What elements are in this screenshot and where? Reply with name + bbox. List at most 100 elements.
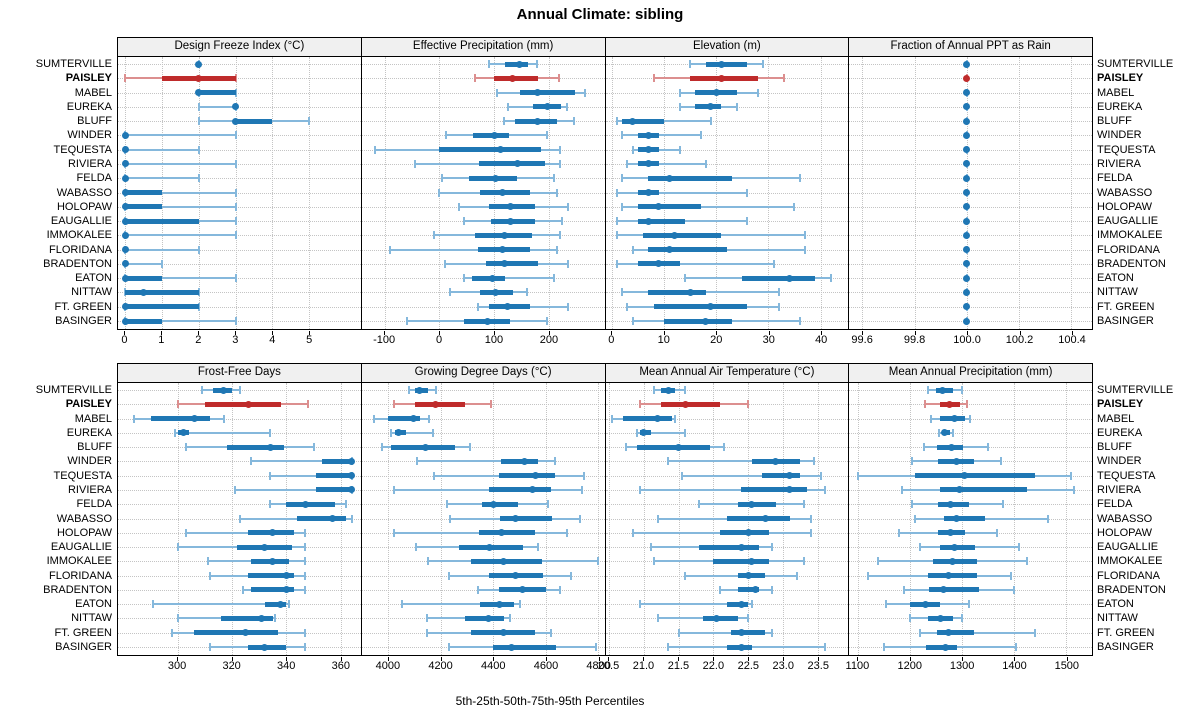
axis-tick-label: 1300 xyxy=(949,660,975,672)
median-dot xyxy=(282,586,290,594)
axis-tick-label: 23.0 xyxy=(772,660,794,672)
iqr-bar xyxy=(464,615,504,621)
iqr-bar xyxy=(762,473,801,479)
whisker-cap xyxy=(938,428,941,437)
median-dot xyxy=(707,103,715,111)
axis-tick-mark xyxy=(909,657,911,661)
whisker-cap xyxy=(1002,500,1005,509)
whisker-cap xyxy=(234,188,237,197)
whisker-cap xyxy=(553,274,556,283)
axis-tick-mark xyxy=(1072,331,1073,335)
iqr-bar xyxy=(388,416,420,422)
whisker-cap xyxy=(699,131,702,140)
axis-tick-label: 100.0 xyxy=(953,334,981,346)
whisker-cap xyxy=(553,174,556,183)
row-label-left: IMMOKALEE xyxy=(46,229,112,242)
median-dot xyxy=(531,472,539,480)
whisker-cap xyxy=(566,302,569,311)
whisker-cap xyxy=(698,500,701,509)
panel-plot-row xyxy=(117,383,1093,656)
iqr-bar xyxy=(499,516,553,521)
median-dot xyxy=(348,457,356,465)
axis-tick-label: 340 xyxy=(277,660,296,672)
whisker-cap xyxy=(922,443,925,452)
whisker-cap xyxy=(434,386,437,394)
axis-tick-mark xyxy=(643,657,645,661)
whisker-cap xyxy=(813,457,816,466)
axis-tick-label: 4200 xyxy=(428,660,453,672)
median-dot xyxy=(232,103,240,111)
whisker-cap xyxy=(803,245,806,254)
whisker-cap xyxy=(632,528,635,537)
whisker-cap xyxy=(133,414,136,423)
median-dot xyxy=(963,74,971,82)
whisker-range xyxy=(175,431,271,434)
whisker-cap xyxy=(566,202,569,211)
whisker-cap xyxy=(405,317,408,325)
whisker-cap xyxy=(615,259,618,268)
panel xyxy=(360,383,605,655)
whisker-cap xyxy=(274,614,277,623)
whisker-cap xyxy=(960,386,963,394)
whisker-cap xyxy=(473,74,476,83)
axis-tick-mark xyxy=(161,331,163,335)
whisker-range xyxy=(682,474,822,477)
whisker-range xyxy=(125,177,199,180)
median-dot xyxy=(737,543,745,551)
grid-line-horizontal xyxy=(361,432,605,434)
whisker-cap xyxy=(798,317,801,325)
median-dot xyxy=(686,288,694,296)
row-label-left: EUREKA xyxy=(66,100,112,113)
median-dot xyxy=(421,443,429,451)
axis-tick-label: 1 xyxy=(158,334,165,346)
whisker-cap xyxy=(518,600,521,609)
grid-line-horizontal xyxy=(849,249,1092,251)
row-label-right: TEQUESTA xyxy=(1097,469,1156,482)
whisker-cap xyxy=(184,528,187,537)
whisker-cap xyxy=(197,117,200,126)
whisker-cap xyxy=(969,414,972,423)
whisker-cap xyxy=(820,471,823,480)
whisker-cap xyxy=(919,543,922,552)
row-label-right: WINDER xyxy=(1097,455,1142,468)
whisker-cap xyxy=(581,485,584,494)
axis-tick-mark xyxy=(1014,657,1016,661)
grid-line-horizontal xyxy=(849,178,1092,180)
median-dot xyxy=(654,415,662,423)
whisker-cap xyxy=(926,386,929,394)
whisker-cap xyxy=(447,643,450,651)
median-dot xyxy=(953,515,961,522)
whisker-cap xyxy=(502,117,505,126)
median-dot xyxy=(348,472,356,480)
row-label-left: BRADENTON xyxy=(43,583,112,596)
grid-line-horizontal xyxy=(605,121,849,123)
median-dot xyxy=(329,515,336,522)
row-label-right: EATON xyxy=(1097,272,1134,285)
median-dot xyxy=(665,174,673,182)
whisker-range xyxy=(668,460,815,463)
whisker-cap xyxy=(269,500,272,509)
row-label-right: RIVIERA xyxy=(1097,157,1142,170)
whisker-cap xyxy=(582,471,585,480)
whisker-cap xyxy=(525,288,528,297)
whisker-range xyxy=(920,631,1035,634)
whisker-cap xyxy=(392,528,395,537)
median-dot xyxy=(506,203,514,211)
whisker-cap xyxy=(444,131,447,140)
iqr-bar xyxy=(485,261,538,267)
median-dot xyxy=(179,429,187,437)
row-label-left: WINDER xyxy=(67,455,112,468)
whisker-cap xyxy=(425,614,428,623)
row-label-left: IMMOKALEE xyxy=(46,555,112,568)
whisker-cap xyxy=(124,74,127,83)
whisker-cap xyxy=(772,259,775,268)
whisker-cap xyxy=(911,457,914,466)
axis-tick-label: 0 xyxy=(121,334,128,346)
axis-tick-mark xyxy=(713,657,715,661)
iqr-bar xyxy=(472,275,505,281)
whisker-cap xyxy=(684,428,687,437)
chart-title: Annual Climate: sibling xyxy=(516,6,684,23)
median-dot xyxy=(963,231,971,239)
axis-cell: 1100 1200 1300 1400 1500 xyxy=(846,657,1093,675)
median-dot xyxy=(121,217,129,225)
